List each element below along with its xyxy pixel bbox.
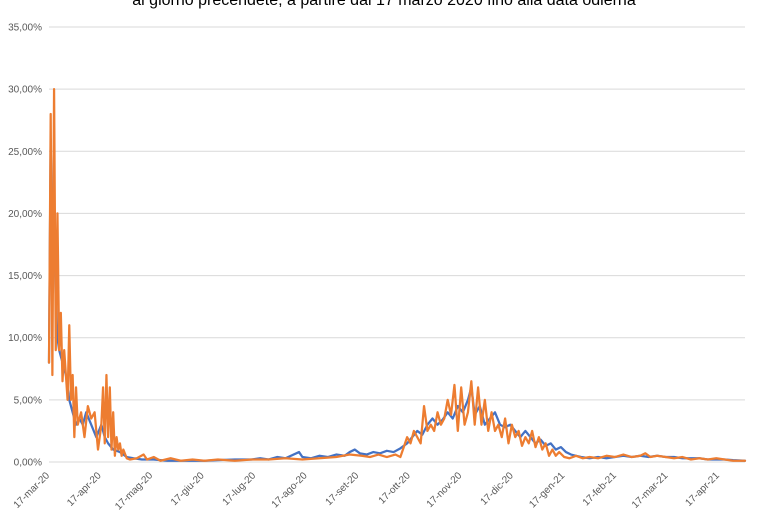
series-line-orange (47, 88, 747, 462)
x-tick-label: 17-nov-20 (425, 470, 465, 510)
y-tick-label: 30,00% (8, 85, 42, 96)
x-tick-label: 17-ago-20 (270, 470, 310, 510)
x-axis: 17-mar-20 17-apr-20 17-mag-20 17-giu-20 17-l… (12, 470, 723, 512)
x-tick-label: 17-set-20 (324, 470, 362, 508)
x-tick-label: 17-lug-20 (221, 470, 259, 508)
y-tick-label: 35,00% (8, 23, 42, 34)
x-tick-label: 17-feb-21 (581, 470, 619, 508)
series-line-blue (47, 137, 747, 462)
y-tick-label: 5,00% (14, 395, 42, 406)
x-tick-label: 17-dic-20 (479, 470, 517, 508)
x-tick-label: 17-apr-21 (683, 470, 722, 509)
y-tick-label: 10,00% (8, 333, 42, 344)
x-tick-label: 17-mar-21 (630, 470, 671, 511)
x-tick-label: 17-apr-20 (65, 470, 104, 509)
x-tick-label: 17-mag-20 (113, 470, 155, 512)
x-tick-label: 17-gen-21 (527, 470, 567, 510)
y-tick-label: 0,00% (14, 458, 42, 469)
gridlines (49, 26, 745, 463)
chart-title: al giorno precendete, a partire dal 17 m… (132, 0, 636, 9)
y-tick-label: 25,00% (8, 147, 42, 158)
x-tick-label: 17-ott-20 (377, 470, 413, 506)
y-tick-label: 15,00% (8, 271, 42, 282)
y-axis: 0,00% 5,00% 10,00% 15,00% 20,00% 25,00% 30,00%… (8, 23, 42, 469)
x-tick-label: 17-mar-20 (12, 470, 53, 511)
series-lines (47, 88, 747, 462)
y-tick-label: 20,00% (8, 209, 42, 220)
x-tick-label: 17-giu-20 (169, 470, 207, 508)
